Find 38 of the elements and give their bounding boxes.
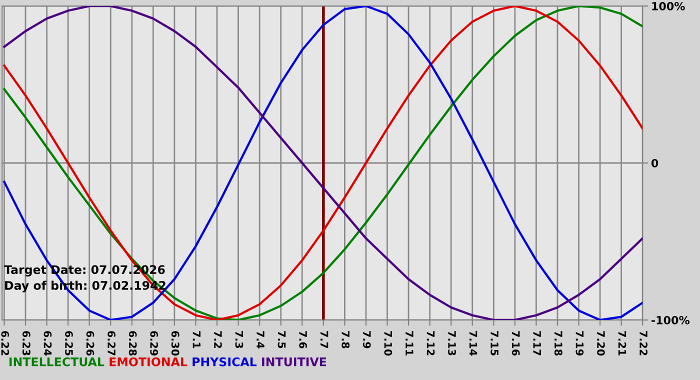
x-tick-label: 6.30 bbox=[171, 331, 180, 356]
text: PHYSICAL bbox=[192, 357, 257, 366]
x-tick-label: 7.1 bbox=[192, 331, 200, 348]
x-tick-label: 6.27 bbox=[108, 331, 116, 356]
text: INTUITIVE bbox=[262, 358, 326, 366]
y-tick-label: 100% bbox=[652, 2, 685, 10]
x-tick-label: 6.25 bbox=[65, 331, 73, 356]
x-tick-label: 7.12 bbox=[426, 331, 435, 356]
x-tick-label: 7.16 bbox=[512, 331, 520, 356]
x-tick-label: 7.18 bbox=[554, 331, 562, 356]
x-tick-label: 7.6 bbox=[299, 331, 307, 348]
y-tick-label: 0 bbox=[651, 158, 658, 168]
x-tick-label: 7.2 bbox=[214, 331, 222, 348]
x-tick-label: 6.28 bbox=[128, 331, 137, 356]
x-tick-label: 7.10 bbox=[384, 331, 392, 356]
x-tick-label: 6.29 bbox=[150, 331, 158, 356]
x-tick-label: 7.13 bbox=[448, 331, 456, 356]
x-tick-label: 6.23 bbox=[22, 331, 30, 356]
x-tick-label: 7.9 bbox=[362, 331, 371, 348]
x-tick-label: 7.11 bbox=[406, 331, 414, 356]
x-tick-label: 7.8 bbox=[342, 331, 350, 348]
x-tick-label: 7.20 bbox=[597, 331, 605, 356]
x-tick-label: 7.5 bbox=[278, 331, 286, 348]
x-tick-label: 7.7 bbox=[320, 331, 328, 348]
x-tick-label: 7.4 bbox=[256, 331, 264, 348]
x-tick-label: 6.26 bbox=[86, 331, 94, 356]
text: EMOTIONAL bbox=[110, 357, 188, 366]
x-tick-label: 6.22 bbox=[1, 331, 10, 356]
text: INTELLECTUAL bbox=[9, 357, 104, 366]
x-tick-label: 7.14 bbox=[469, 331, 478, 356]
x-tick-label: 7.17 bbox=[533, 331, 541, 356]
x-tick-label: 7.15 bbox=[490, 331, 498, 356]
y-tick-label: -100% bbox=[652, 316, 690, 324]
x-tick-label: 7.3 bbox=[235, 331, 244, 348]
x-tick-label: 7.19 bbox=[576, 331, 584, 356]
x-tick-label: 6.24 bbox=[44, 331, 52, 356]
x-tick-label: 7.22 bbox=[640, 331, 648, 356]
x-tick-label: 7.21 bbox=[618, 331, 626, 356]
